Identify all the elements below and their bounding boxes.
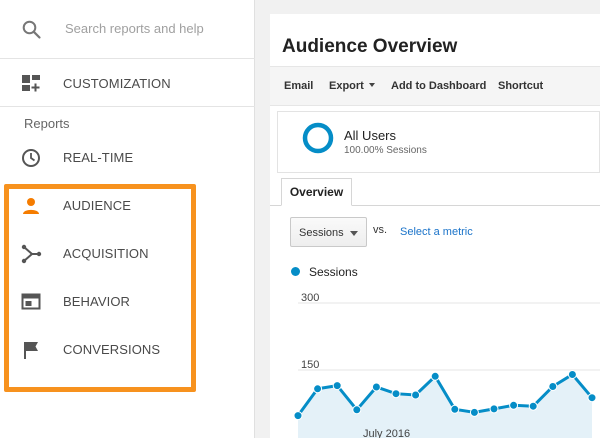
sidebar-item-acquisition[interactable]: ACQUISITION (0, 234, 255, 274)
sessions-area (298, 374, 592, 438)
sidebar-item-audience[interactable]: AUDIENCE (0, 186, 255, 226)
tabs-divider (270, 205, 600, 206)
data-point[interactable] (548, 382, 558, 391)
reports-section-label: Reports (24, 116, 70, 131)
data-point[interactable] (528, 401, 538, 411)
divider (0, 58, 255, 59)
sidebar-item-conversions[interactable]: CONVERSIONS (0, 330, 255, 370)
data-point[interactable] (352, 405, 362, 415)
search-box[interactable]: Search reports and help (0, 0, 255, 58)
search-icon (21, 19, 43, 41)
email-button[interactable]: Email (284, 80, 314, 92)
data-point[interactable] (391, 389, 401, 399)
data-point[interactable] (489, 404, 499, 414)
legend-sessions-label: Sessions (309, 265, 358, 279)
sidebar-item-real-time[interactable]: REAL-TIME (0, 138, 255, 178)
y-tick-label: 300 (301, 292, 320, 304)
segment-name: All Users (344, 128, 397, 143)
x-tick-label: July 2016 (363, 428, 411, 438)
segment-donut-icon (302, 122, 334, 154)
search-input[interactable]: Search reports and help (65, 21, 204, 36)
add-to-dashboard-button[interactable]: Add to Dashboard (391, 80, 487, 92)
segment-card[interactable]: All Users 100.00% Sessions (277, 111, 600, 173)
sidebar-item-label: AUDIENCE (63, 198, 131, 213)
page-title: Audience Overview (282, 36, 458, 57)
export-button[interactable]: Export (329, 80, 375, 92)
person-icon (21, 196, 43, 216)
sidebar-item-label: CUSTOMIZATION (63, 76, 171, 91)
sessions-line (296, 372, 594, 417)
data-point[interactable] (411, 390, 421, 400)
vs-label: vs. (373, 224, 388, 236)
data-point[interactable] (371, 382, 381, 392)
tab-overview[interactable]: Overview (281, 178, 352, 206)
metric-select[interactable]: Sessions (290, 217, 367, 247)
flag-icon (21, 340, 43, 360)
data-point[interactable] (313, 384, 323, 394)
acquisition-icon (21, 244, 43, 264)
data-point[interactable] (450, 404, 460, 414)
shortcut-button[interactable]: Shortcut (498, 80, 544, 92)
sidebar-item-label: ACQUISITION (63, 246, 149, 261)
data-point[interactable] (509, 400, 519, 410)
divider (0, 106, 255, 107)
sidebar-item-label: BEHAVIOR (63, 294, 131, 309)
select-metric-link[interactable]: Select a metric (400, 226, 473, 238)
sidebar-item-label: CONVERSIONS (63, 342, 161, 357)
behavior-icon (21, 292, 43, 312)
data-point[interactable] (587, 393, 597, 403)
data-point[interactable] (567, 370, 577, 379)
legend-sessions-marker (291, 267, 300, 276)
data-point[interactable] (332, 381, 342, 391)
chevron-down-icon (350, 231, 358, 236)
sidebar: Search reports and help CUSTOMIZATION Re… (0, 0, 255, 438)
sidebar-item-customization[interactable]: CUSTOMIZATION (0, 64, 255, 104)
clock-icon (21, 148, 43, 168)
toolbar: Email Export Add to Dashboard Shortcut (270, 66, 600, 106)
main-panel: Audience Overview Email Export Add to Da… (270, 14, 600, 438)
sidebar-item-label: REAL-TIME (63, 150, 134, 165)
chevron-down-icon (368, 83, 375, 88)
sessions-chart (293, 302, 600, 438)
export-label: Export (329, 80, 364, 92)
dashboard-add-icon (21, 74, 43, 94)
y-tick-label: 150 (301, 359, 320, 371)
data-point[interactable] (469, 407, 479, 417)
metric-select-value: Sessions (299, 227, 344, 239)
sidebar-item-behavior[interactable]: BEHAVIOR (0, 282, 255, 322)
data-point[interactable] (293, 411, 303, 421)
segment-percentage: 100.00% Sessions (344, 145, 427, 156)
data-point[interactable] (430, 371, 440, 381)
